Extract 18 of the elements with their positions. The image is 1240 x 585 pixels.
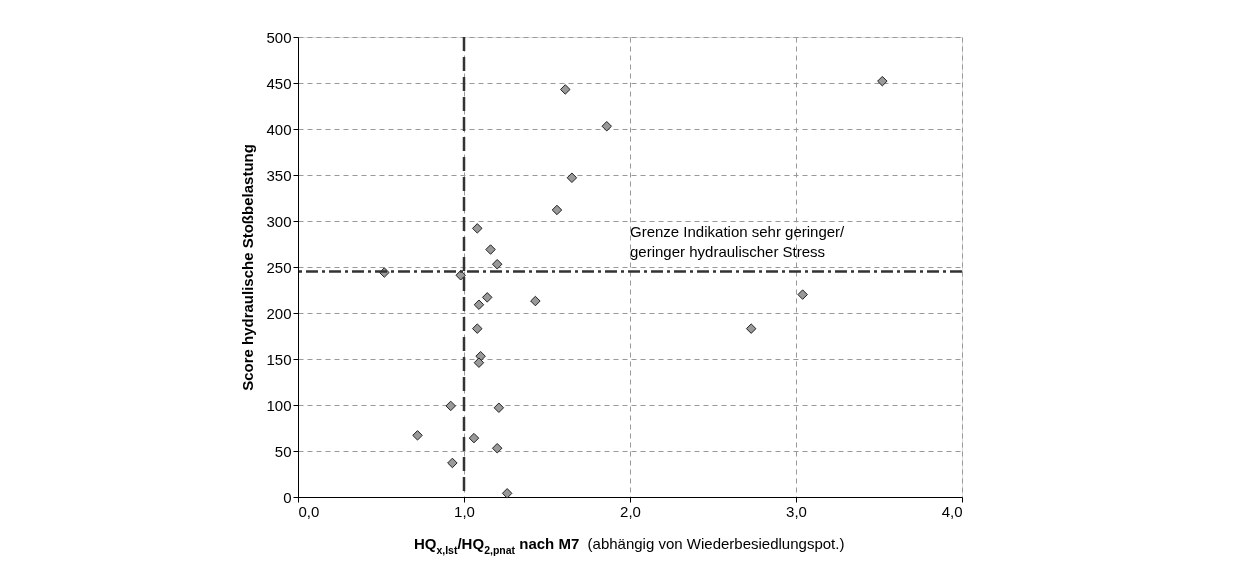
y-tick-label: 250 [266,258,292,276]
y-tick-label: 300 [266,212,292,230]
x-tick-label: 3,0 [786,502,807,520]
y-tick-label: 100 [266,396,292,414]
y-tick-label: 500 [266,28,292,46]
y-tick-label: 150 [266,350,292,368]
y-tick-label: 400 [266,120,292,138]
y-tick-label: 450 [266,74,292,92]
x-tick-label: 4,0 [941,502,963,520]
x-tick-label: 2,0 [620,502,641,520]
x-tick-label: 0,0 [298,502,320,520]
y-tick-label: 0 [283,488,292,506]
y-tick-label: 200 [266,304,292,322]
y-axis-title: Score hydraulische Stoßbelastung [239,144,257,391]
x-tick-label: 1,0 [454,502,475,520]
y-tick-label: 50 [274,442,292,460]
ref-line-label: Grenze Indikation sehr geringer/ geringer hydraulischer Stress [630,222,846,260]
y-tick-label: 350 [266,166,292,184]
